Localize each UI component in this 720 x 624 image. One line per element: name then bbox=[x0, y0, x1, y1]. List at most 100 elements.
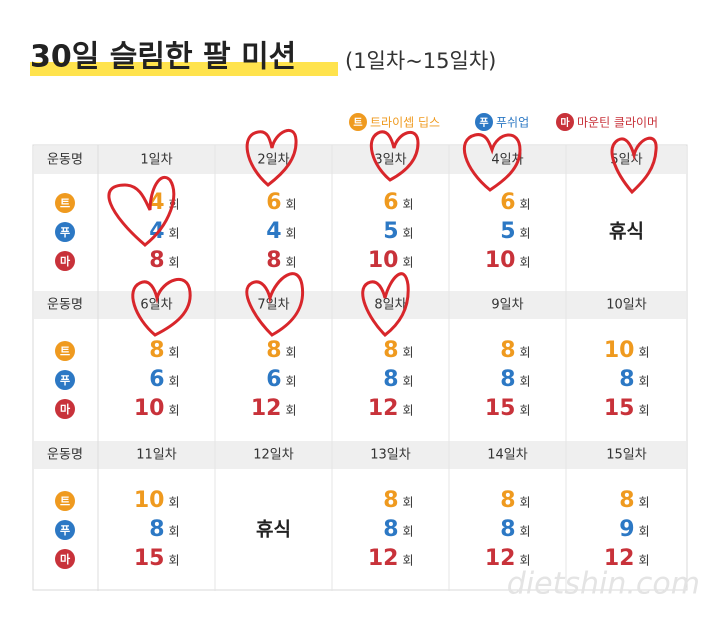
day-label: 11일차 bbox=[136, 448, 177, 463]
day-label: 8일차 bbox=[374, 298, 406, 313]
legend-icon-text: 푸 bbox=[479, 117, 488, 129]
rep-unit: 회 bbox=[639, 496, 650, 510]
rep-count: 10 bbox=[485, 248, 516, 273]
rep-unit: 회 bbox=[169, 525, 180, 539]
legend: 트 트라이셉 딥스 푸 푸쉬업 마 마운틴 클라이머 bbox=[349, 113, 658, 131]
day-label: 15일차 bbox=[606, 448, 647, 463]
exercise-icon bbox=[55, 491, 75, 511]
legend-label: 푸쉬업 bbox=[496, 116, 529, 130]
watermark: dietshin.com bbox=[507, 567, 700, 602]
rep-unit: 회 bbox=[286, 404, 297, 418]
header-row bbox=[34, 441, 686, 469]
rep-unit: 회 bbox=[639, 375, 650, 389]
exercise-icon bbox=[55, 399, 75, 419]
rep-unit: 회 bbox=[286, 227, 297, 241]
day-label: 14일차 bbox=[487, 448, 528, 463]
day-label: 10일차 bbox=[606, 298, 647, 313]
rep-count: 6 bbox=[266, 367, 281, 392]
rep-unit: 회 bbox=[169, 404, 180, 418]
exercise-icon-text: 트 bbox=[60, 495, 70, 508]
row-header: 운동명 bbox=[47, 448, 83, 463]
rep-unit: 회 bbox=[403, 496, 414, 510]
rep-count: 6 bbox=[383, 190, 398, 215]
legend-label: 마운틴 클라이머 bbox=[577, 116, 658, 130]
rep-count: 4 bbox=[266, 219, 281, 244]
rep-unit: 회 bbox=[520, 525, 531, 539]
legend-icon bbox=[556, 113, 574, 131]
rep-count: 8 bbox=[500, 488, 515, 513]
rep-unit: 회 bbox=[639, 404, 650, 418]
legend-icon bbox=[349, 113, 367, 131]
heart bbox=[369, 130, 420, 182]
rep-unit: 회 bbox=[520, 554, 531, 568]
day-label: 7일차 bbox=[257, 298, 289, 313]
rep-unit: 회 bbox=[520, 256, 531, 270]
exercise-icon-text: 푸 bbox=[60, 226, 70, 239]
rep-unit: 회 bbox=[520, 496, 531, 510]
heart bbox=[131, 278, 192, 337]
exercise-icon-text: 푸 bbox=[60, 374, 70, 387]
exercise-icon-text: 트 bbox=[60, 345, 70, 358]
day-label: 9일차 bbox=[491, 298, 523, 313]
subtitle: (1일차~15일차) bbox=[345, 49, 496, 73]
rest-day: 휴식 bbox=[256, 519, 291, 541]
heart bbox=[245, 272, 305, 337]
rep-unit: 회 bbox=[286, 256, 297, 270]
day-label: 1일차 bbox=[140, 153, 172, 168]
rep-unit: 회 bbox=[169, 256, 180, 270]
rep-count: 6 bbox=[149, 367, 164, 392]
heart bbox=[361, 272, 410, 337]
rep-count: 12 bbox=[485, 546, 516, 571]
title: 30일 슬림한 팔 미션 bbox=[30, 40, 296, 75]
rep-unit: 회 bbox=[403, 525, 414, 539]
rep-unit: 회 bbox=[639, 554, 650, 568]
heart bbox=[107, 176, 176, 247]
rep-count: 12 bbox=[604, 546, 635, 571]
rep-count: 5 bbox=[500, 219, 515, 244]
exercise-icon-text: 마 bbox=[60, 402, 71, 416]
rep-unit: 회 bbox=[403, 346, 414, 360]
rep-unit: 회 bbox=[403, 554, 414, 568]
exercise-icon-text: 마 bbox=[60, 552, 71, 566]
day-label: 13일차 bbox=[370, 448, 411, 463]
rest-day: 휴식 bbox=[609, 221, 644, 243]
rep-unit: 회 bbox=[403, 227, 414, 241]
rep-count: 12 bbox=[251, 396, 282, 421]
day-label: 12일차 bbox=[253, 448, 294, 463]
rep-unit: 회 bbox=[286, 346, 297, 360]
rep-count: 10 bbox=[134, 488, 165, 513]
rep-count: 8 bbox=[383, 517, 398, 542]
rep-unit: 회 bbox=[286, 198, 297, 212]
rep-count: 8 bbox=[500, 367, 515, 392]
rep-unit: 회 bbox=[403, 256, 414, 270]
rep-count: 8 bbox=[149, 338, 164, 363]
exercise-icon bbox=[55, 251, 75, 271]
table-frame bbox=[32, 144, 688, 591]
row-header: 운동명 bbox=[47, 153, 83, 168]
rep-count: 5 bbox=[383, 219, 398, 244]
exercise-icon-text: 트 bbox=[60, 197, 70, 210]
rep-count: 6 bbox=[500, 190, 515, 215]
rep-unit: 회 bbox=[403, 404, 414, 418]
rep-count: 8 bbox=[383, 488, 398, 513]
rep-unit: 회 bbox=[403, 375, 414, 389]
legend-label: 트라이셉 딥스 bbox=[370, 116, 440, 130]
title-highlight bbox=[30, 62, 338, 76]
rep-unit: 회 bbox=[520, 375, 531, 389]
rep-count: 15 bbox=[485, 396, 516, 421]
rep-count: 10 bbox=[134, 396, 165, 421]
rep-count: 12 bbox=[368, 396, 399, 421]
header-row bbox=[34, 146, 686, 174]
rep-unit: 회 bbox=[169, 496, 180, 510]
legend-icon-text: 마 bbox=[560, 116, 570, 129]
rep-count: 8 bbox=[500, 338, 515, 363]
hand-drawn-hearts bbox=[107, 128, 658, 337]
rep-count: 8 bbox=[266, 338, 281, 363]
rep-unit: 회 bbox=[403, 198, 414, 212]
day-label: 3일차 bbox=[374, 153, 406, 168]
rep-count: 8 bbox=[619, 367, 634, 392]
rep-count: 8 bbox=[619, 488, 634, 513]
rep-unit: 회 bbox=[639, 525, 650, 539]
